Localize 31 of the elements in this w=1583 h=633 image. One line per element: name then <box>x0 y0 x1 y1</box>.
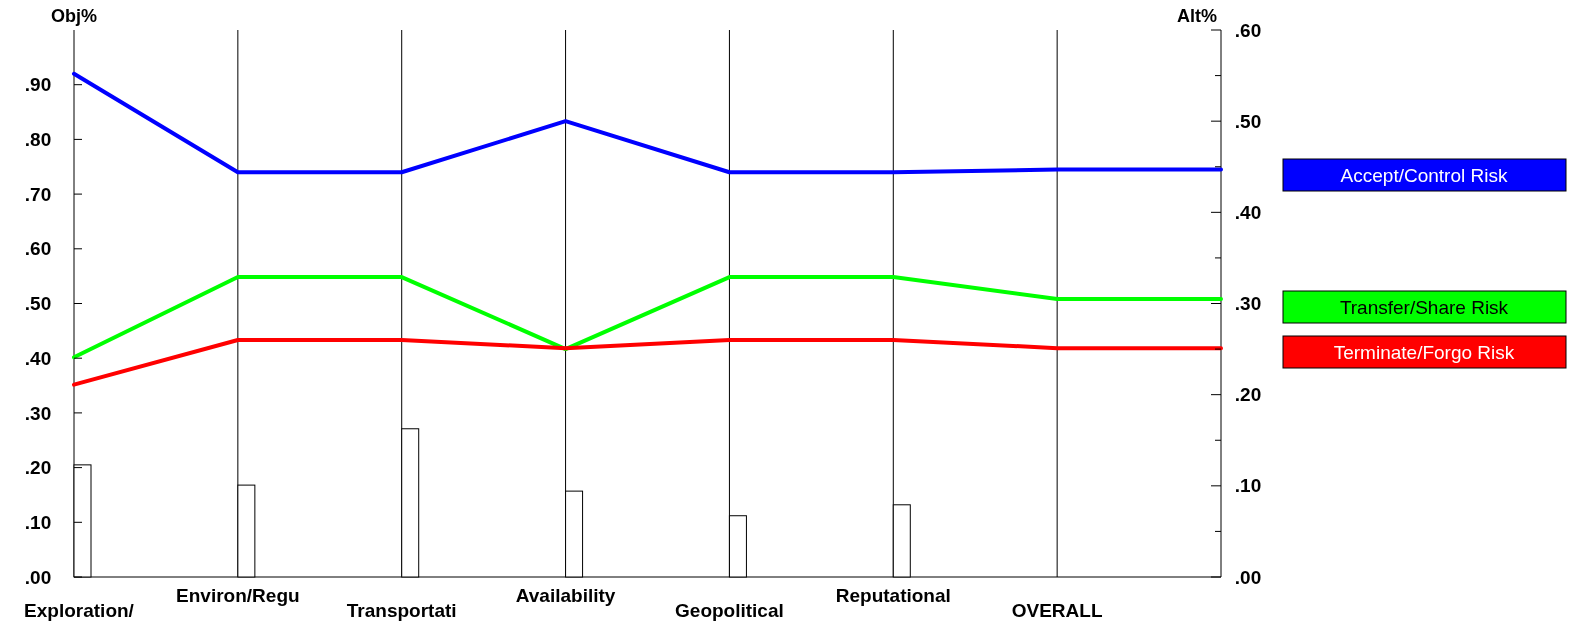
y2-tick-label: .40 <box>1234 201 1262 223</box>
line-series <box>72 71 1223 175</box>
y-tick-label: .60 <box>24 238 52 260</box>
y-tick-label: .10 <box>24 511 52 533</box>
y2-tick-label: .10 <box>1234 475 1262 497</box>
y2-tick-label: .50 <box>1234 110 1262 132</box>
x-tick-label: Reputational <box>835 585 951 606</box>
x-tick-label: Geopolitical <box>675 600 784 621</box>
y-tick-label: .20 <box>24 457 52 479</box>
y2-tick-label: .20 <box>1234 384 1262 406</box>
y-tick-label: .80 <box>24 129 52 151</box>
y-tick-label: .40 <box>24 347 52 369</box>
x-tick-label: OVERALL <box>1011 600 1103 621</box>
y-tick-label: .00 <box>24 566 52 588</box>
x-tick-label: Transportati <box>346 600 457 621</box>
y2-axis-title: Alt% <box>1177 6 1217 26</box>
y-tick-label: .50 <box>24 293 52 315</box>
y2-tick-label: .30 <box>1234 293 1262 315</box>
y2-tick-label: .00 <box>1234 566 1262 588</box>
y-tick-label: .90 <box>24 74 52 96</box>
y-axis-title: Obj% <box>50 6 98 26</box>
line-series <box>72 275 1223 360</box>
text: Transfer/Share Risk <box>1339 296 1509 318</box>
x-tick-label: Exploration/ <box>24 600 135 621</box>
text: Accept/Control Risk <box>1340 164 1508 186</box>
text: Terminate/Forgo Risk <box>1333 341 1515 363</box>
x-tick-label: Availability <box>515 585 616 606</box>
x-tick-label: Environ/Regu <box>176 585 300 606</box>
y-tick-label: .70 <box>24 183 52 205</box>
y-tick-label: .30 <box>24 402 52 424</box>
y2-tick-label: .60 <box>1234 19 1262 41</box>
